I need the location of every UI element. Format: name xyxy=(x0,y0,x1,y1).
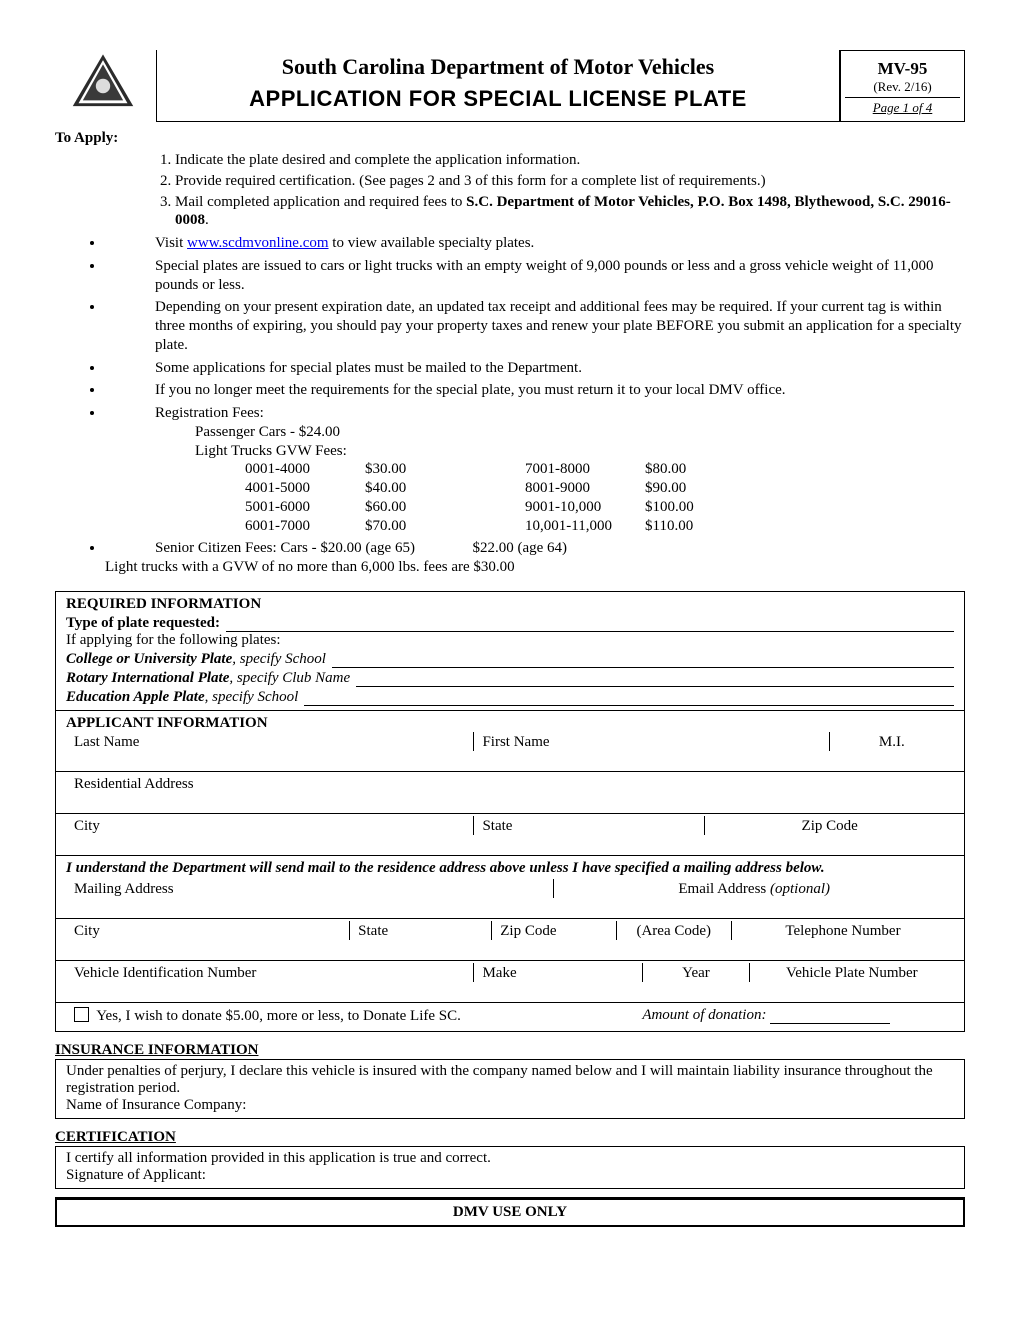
make-field[interactable]: Make xyxy=(474,963,643,982)
donate-checkbox[interactable] xyxy=(74,1007,89,1022)
area-code-field[interactable]: (Area Code) xyxy=(617,921,732,940)
instruction-item: Provide required certification. (See pag… xyxy=(175,172,965,191)
bullet-item: If you no longer meet the requirements f… xyxy=(105,381,965,400)
bullet-item: Special plates are issued to cars or lig… xyxy=(105,257,965,295)
insurance-section: Under penalties of perjury, I declare th… xyxy=(55,1059,965,1119)
residential-address-field[interactable]: Residential Address xyxy=(66,774,954,793)
city-field[interactable]: City xyxy=(66,816,474,835)
mailing-address-field[interactable]: Mailing Address xyxy=(66,879,554,898)
mailing-zip-field[interactable]: Zip Code xyxy=(492,921,616,940)
mailing-state-field[interactable]: State xyxy=(350,921,492,940)
insurance-declaration: Under penalties of perjury, I declare th… xyxy=(66,1063,954,1097)
apple-school-field[interactable] xyxy=(304,691,954,706)
state-field[interactable]: State xyxy=(474,816,705,835)
to-apply-label: To Apply: xyxy=(55,130,965,147)
mi-field[interactable]: M.I. xyxy=(830,732,954,751)
type-of-plate-label: Type of plate requested: xyxy=(66,615,220,632)
applicant-info-title: APPLICANT INFORMATION xyxy=(66,715,268,731)
form-number-block: MV-95 (Rev. 2/16) Page 1 of 4 xyxy=(840,50,965,122)
required-information-section: REQUIRED INFORMATION Type of plate reque… xyxy=(55,591,965,1032)
bullet-item: Some applications for special plates mus… xyxy=(105,359,965,378)
college-school-field[interactable] xyxy=(332,653,954,668)
fee-passenger: Passenger Cars - $24.00 xyxy=(195,423,965,442)
page-number: Page 1 of 4 xyxy=(845,97,960,116)
scdmv-link[interactable]: www.scdmvonline.com xyxy=(187,235,329,251)
donate-text: Yes, I wish to donate $5.00, more or les… xyxy=(96,1008,461,1024)
plate-number-field[interactable]: Vehicle Plate Number xyxy=(750,963,954,982)
form-number: MV-95 xyxy=(878,59,928,79)
last-name-field[interactable]: Last Name xyxy=(66,732,474,751)
header: South Carolina Department of Motor Vehic… xyxy=(55,50,965,122)
bullet-item: Visit www.scdmvonline.com to view availa… xyxy=(105,234,965,253)
donation-amount-label: Amount of donation: xyxy=(642,1007,766,1023)
mailing-city-field[interactable]: City xyxy=(66,921,350,940)
insurance-title: INSURANCE INFORMATION xyxy=(55,1042,965,1059)
donation-amount-field[interactable] xyxy=(770,1023,890,1024)
vin-field[interactable]: Vehicle Identification Number xyxy=(66,963,474,982)
first-name-field[interactable]: First Name xyxy=(474,732,829,751)
telephone-field[interactable]: Telephone Number xyxy=(732,921,954,940)
bullet-instructions: Visit www.scdmvonline.com to view availa… xyxy=(55,234,965,577)
bullet-item: Senior Citizen Fees: Cars - $20.00 (age … xyxy=(105,539,965,577)
form-revision: (Rev. 2/16) xyxy=(873,79,931,95)
if-applying-text: If applying for the following plates: xyxy=(66,632,954,649)
instruction-item: Mail completed application and required … xyxy=(175,193,965,231)
numbered-instructions: Indicate the plate desired and complete … xyxy=(55,151,965,230)
form-title: APPLICATION FOR SPECIAL LICENSE PLATE xyxy=(163,86,833,112)
bullet-item: Depending on your present expiration dat… xyxy=(105,298,965,354)
email-field[interactable]: Email Address (optional) xyxy=(554,879,954,898)
dmv-logo-icon xyxy=(67,50,139,122)
agency-logo xyxy=(55,50,157,122)
certification-title: CERTIFICATION xyxy=(55,1129,965,1146)
fee-truck-label: Light Trucks GVW Fees: xyxy=(195,442,965,461)
agency-name: South Carolina Department of Motor Vehic… xyxy=(163,54,833,80)
rotary-club-field[interactable] xyxy=(356,672,954,687)
fee-table: 0001-4000$30.00 4001-5000$40.00 5001-600… xyxy=(245,460,965,535)
year-field[interactable]: Year xyxy=(643,963,750,982)
insurance-company-label: Name of Insurance Company: xyxy=(66,1097,954,1114)
instruction-item: Indicate the plate desired and complete … xyxy=(175,151,965,170)
type-of-plate-field[interactable] xyxy=(226,617,954,632)
zip-field[interactable]: Zip Code xyxy=(705,816,954,835)
dmv-use-only-bar: DMV USE ONLY xyxy=(55,1197,965,1227)
signature-label: Signature of Applicant: xyxy=(66,1167,954,1184)
bullet-item: Registration Fees: Passenger Cars - $24.… xyxy=(105,404,965,535)
mailing-notice: I understand the Department will send ma… xyxy=(66,860,825,876)
certification-section: I certify all information provided in th… xyxy=(55,1146,965,1189)
certification-text: I certify all information provided in th… xyxy=(66,1150,954,1167)
title-block: South Carolina Department of Motor Vehic… xyxy=(157,50,840,122)
required-info-title: REQUIRED INFORMATION xyxy=(66,596,954,613)
